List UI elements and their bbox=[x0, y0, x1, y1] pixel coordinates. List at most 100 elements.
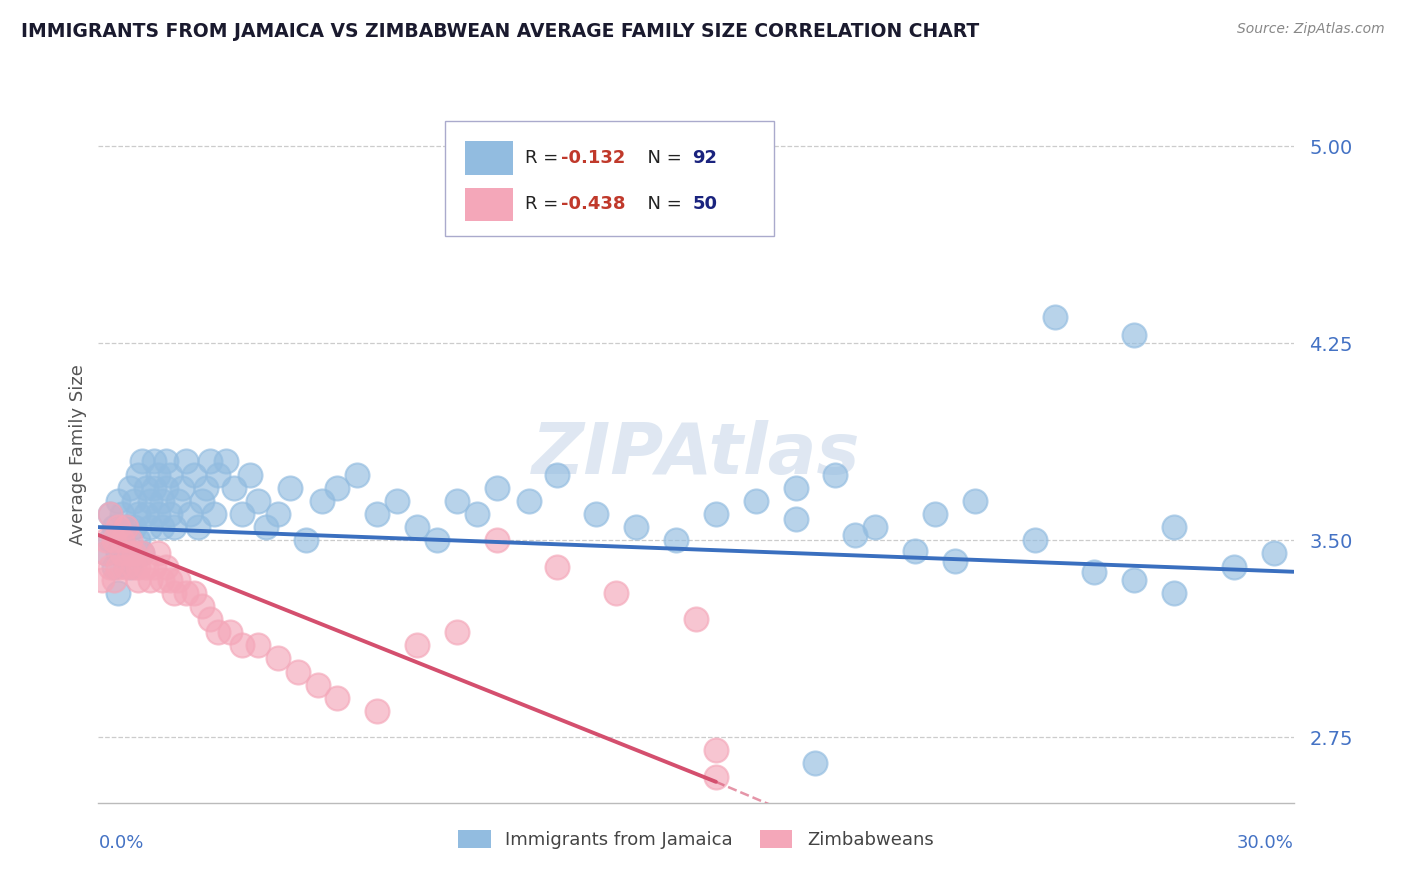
Point bbox=[546, 559, 568, 574]
Point bbox=[96, 533, 118, 548]
Point bbox=[804, 756, 827, 771]
Point bbox=[174, 586, 197, 600]
Point bbox=[1024, 533, 1046, 548]
Point bbox=[844, 528, 866, 542]
Point bbox=[198, 454, 221, 468]
Point bbox=[346, 467, 368, 482]
Point bbox=[148, 467, 170, 482]
FancyBboxPatch shape bbox=[444, 121, 773, 235]
Point bbox=[943, 554, 966, 568]
Point bbox=[120, 481, 142, 495]
Point bbox=[159, 573, 181, 587]
Point bbox=[191, 494, 214, 508]
Point bbox=[624, 520, 647, 534]
Text: 30.0%: 30.0% bbox=[1237, 834, 1294, 852]
Point bbox=[187, 520, 209, 534]
Point bbox=[135, 507, 157, 521]
Text: N =: N = bbox=[636, 149, 688, 167]
Point bbox=[326, 690, 349, 705]
Point bbox=[963, 494, 986, 508]
Text: 0.0%: 0.0% bbox=[98, 834, 143, 852]
Point bbox=[222, 481, 245, 495]
Point bbox=[96, 546, 118, 560]
Point bbox=[183, 467, 205, 482]
Point bbox=[115, 546, 138, 560]
Point bbox=[311, 494, 333, 508]
Point bbox=[605, 586, 627, 600]
Point bbox=[406, 638, 429, 652]
Point bbox=[246, 638, 269, 652]
Point bbox=[107, 586, 129, 600]
Point bbox=[115, 520, 138, 534]
Point bbox=[155, 454, 177, 468]
Point bbox=[103, 573, 125, 587]
Point bbox=[904, 543, 927, 558]
Point bbox=[863, 520, 886, 534]
Point bbox=[219, 625, 242, 640]
Text: N =: N = bbox=[636, 195, 688, 213]
Point bbox=[191, 599, 214, 613]
Point bbox=[150, 520, 173, 534]
Point bbox=[107, 520, 129, 534]
Point bbox=[231, 507, 253, 521]
Point bbox=[111, 546, 134, 560]
Point bbox=[96, 546, 118, 560]
FancyBboxPatch shape bbox=[465, 141, 513, 175]
Text: IMMIGRANTS FROM JAMAICA VS ZIMBABWEAN AVERAGE FAMILY SIZE CORRELATION CHART: IMMIGRANTS FROM JAMAICA VS ZIMBABWEAN AV… bbox=[21, 22, 980, 41]
Point bbox=[103, 520, 125, 534]
Point bbox=[127, 559, 149, 574]
Point bbox=[159, 467, 181, 482]
Point bbox=[139, 494, 162, 508]
Text: 50: 50 bbox=[692, 195, 717, 213]
Point bbox=[103, 533, 125, 548]
Point bbox=[198, 612, 221, 626]
Point bbox=[111, 533, 134, 548]
Point bbox=[546, 467, 568, 482]
Point bbox=[155, 481, 177, 495]
Text: R =: R = bbox=[524, 195, 564, 213]
Point bbox=[172, 481, 194, 495]
Point bbox=[148, 507, 170, 521]
Point bbox=[1043, 310, 1066, 324]
Point bbox=[824, 467, 846, 482]
Point bbox=[665, 533, 688, 548]
Point bbox=[1222, 559, 1246, 574]
Point bbox=[120, 546, 142, 560]
Point bbox=[98, 533, 122, 548]
Point bbox=[98, 507, 122, 521]
Point bbox=[131, 546, 153, 560]
Point bbox=[704, 507, 727, 521]
Point bbox=[107, 559, 129, 574]
Point bbox=[246, 494, 269, 508]
Point bbox=[517, 494, 540, 508]
Point bbox=[1263, 546, 1285, 560]
Point bbox=[446, 494, 468, 508]
Point bbox=[465, 507, 488, 521]
Text: -0.438: -0.438 bbox=[561, 195, 626, 213]
Point bbox=[143, 559, 166, 574]
Point bbox=[585, 507, 607, 521]
Point bbox=[124, 494, 146, 508]
Point bbox=[231, 638, 253, 652]
Text: 92: 92 bbox=[692, 149, 717, 167]
Point bbox=[267, 507, 290, 521]
Point bbox=[194, 481, 218, 495]
Point bbox=[179, 507, 201, 521]
Point bbox=[155, 559, 177, 574]
Point bbox=[278, 481, 301, 495]
Point bbox=[124, 520, 146, 534]
Point bbox=[159, 507, 181, 521]
Point bbox=[326, 481, 349, 495]
Point bbox=[98, 559, 122, 574]
Point bbox=[139, 573, 162, 587]
Text: ZIPAtlas: ZIPAtlas bbox=[531, 420, 860, 490]
Point bbox=[124, 546, 146, 560]
Point bbox=[150, 494, 173, 508]
Point bbox=[148, 546, 170, 560]
Point bbox=[111, 533, 134, 548]
Point bbox=[215, 454, 238, 468]
Point bbox=[103, 559, 125, 574]
Point bbox=[115, 520, 138, 534]
Point bbox=[406, 520, 429, 534]
Point bbox=[485, 533, 508, 548]
